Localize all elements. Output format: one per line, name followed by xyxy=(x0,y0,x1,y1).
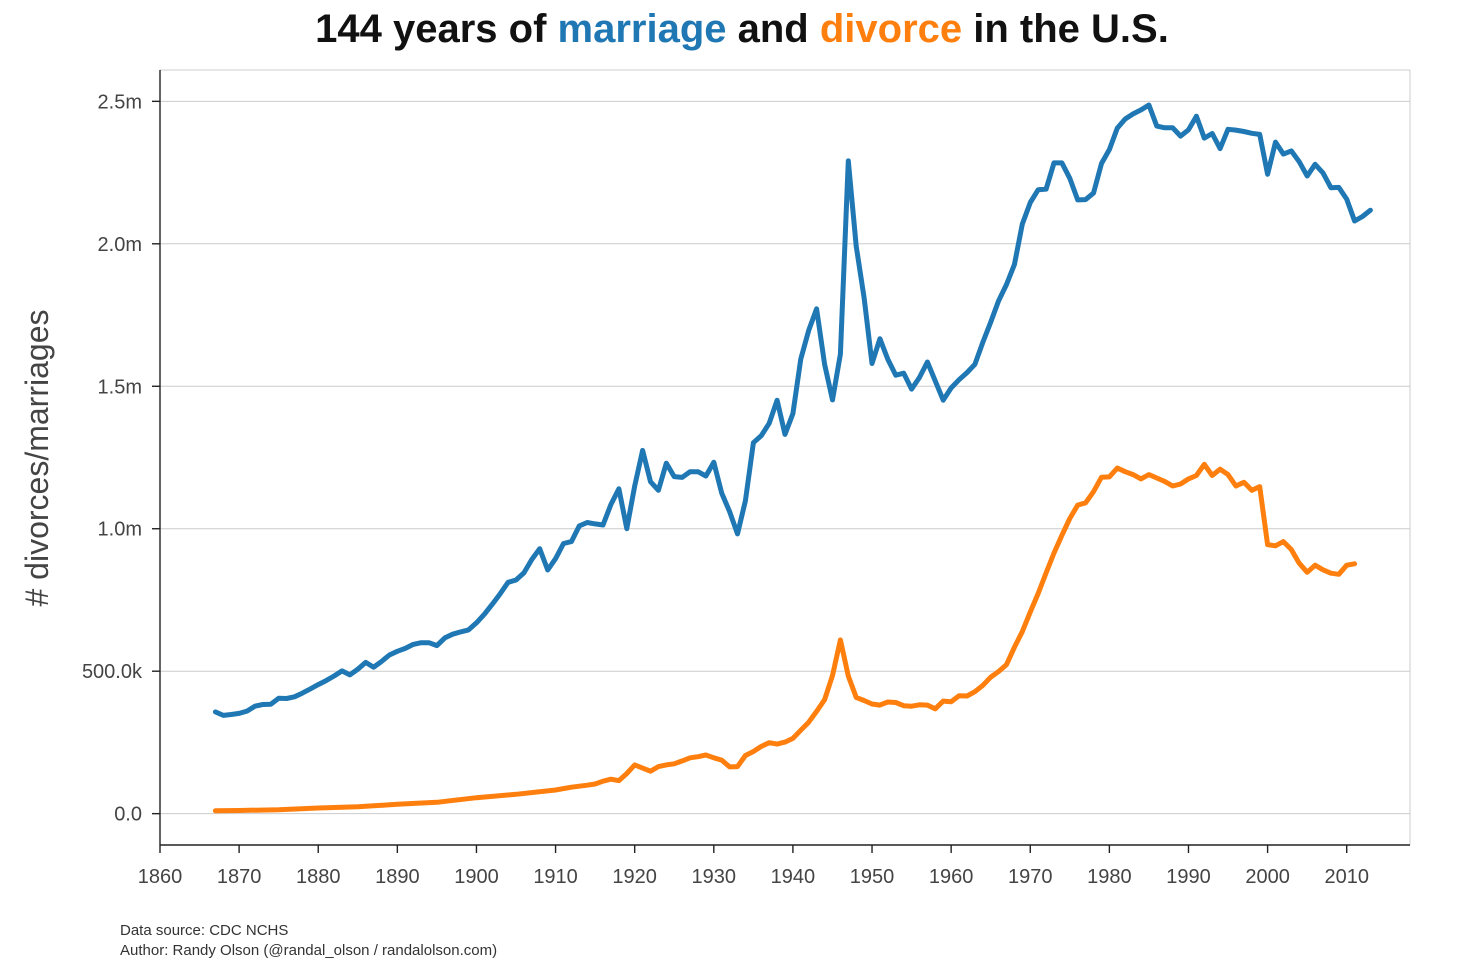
series-layer xyxy=(212,102,1373,814)
title-part-3: divorce xyxy=(820,7,962,51)
y-tick-label: 2.0m xyxy=(98,234,142,256)
x-tick-label: 1900 xyxy=(454,866,499,888)
x-tick-label: 1920 xyxy=(612,866,657,888)
x-tick-label: 1890 xyxy=(375,866,420,888)
x-tick-label: 1940 xyxy=(771,866,816,888)
x-tick-label: 1990 xyxy=(1166,866,1211,888)
y-axis-label: # divorces/marriages xyxy=(19,310,55,607)
title-part-1: marriage xyxy=(558,7,727,51)
footer-author: Author: Randy Olson (@randal_olson / ran… xyxy=(120,942,498,959)
y-tick-label: 500.0k xyxy=(82,661,143,683)
title-part-4: in the U.S. xyxy=(962,7,1169,51)
x-tick-label: 1860 xyxy=(138,866,183,888)
x-tick-label: 2010 xyxy=(1324,866,1369,888)
x-tick-label: 2000 xyxy=(1245,866,1290,888)
y-tick-label: 1.0m xyxy=(98,519,142,541)
grid xyxy=(160,69,1411,845)
x-tick-label: 1880 xyxy=(296,866,341,888)
axes: 0.0 500.0k 1.0m 1.5m 2.0m 2.5m 1860 1870 1880 189… xyxy=(82,70,1410,888)
series-line-divorces xyxy=(212,461,1358,814)
footer-source: Data source: CDC NCHS xyxy=(120,922,289,939)
y-tick-label: 1.5m xyxy=(98,376,142,398)
x-tick-label: 1870 xyxy=(217,866,262,888)
x-tick-label: 1910 xyxy=(533,866,578,888)
title-part-0: 144 years of xyxy=(315,7,557,51)
x-tick-label: 1970 xyxy=(1008,866,1053,888)
title-part-2: and xyxy=(727,7,820,51)
x-tick-label: 1980 xyxy=(1087,866,1132,888)
chart-title: 144 years of marriage and divorce in the… xyxy=(315,7,1169,51)
x-tick-label: 1960 xyxy=(929,866,974,888)
y-tick-label: 2.5m xyxy=(98,91,142,113)
x-tick-label: 1950 xyxy=(850,866,895,888)
series-line-marriages xyxy=(212,102,1373,718)
y-tick-label: 0.0 xyxy=(114,804,142,826)
x-tick-label: 1930 xyxy=(692,866,737,888)
